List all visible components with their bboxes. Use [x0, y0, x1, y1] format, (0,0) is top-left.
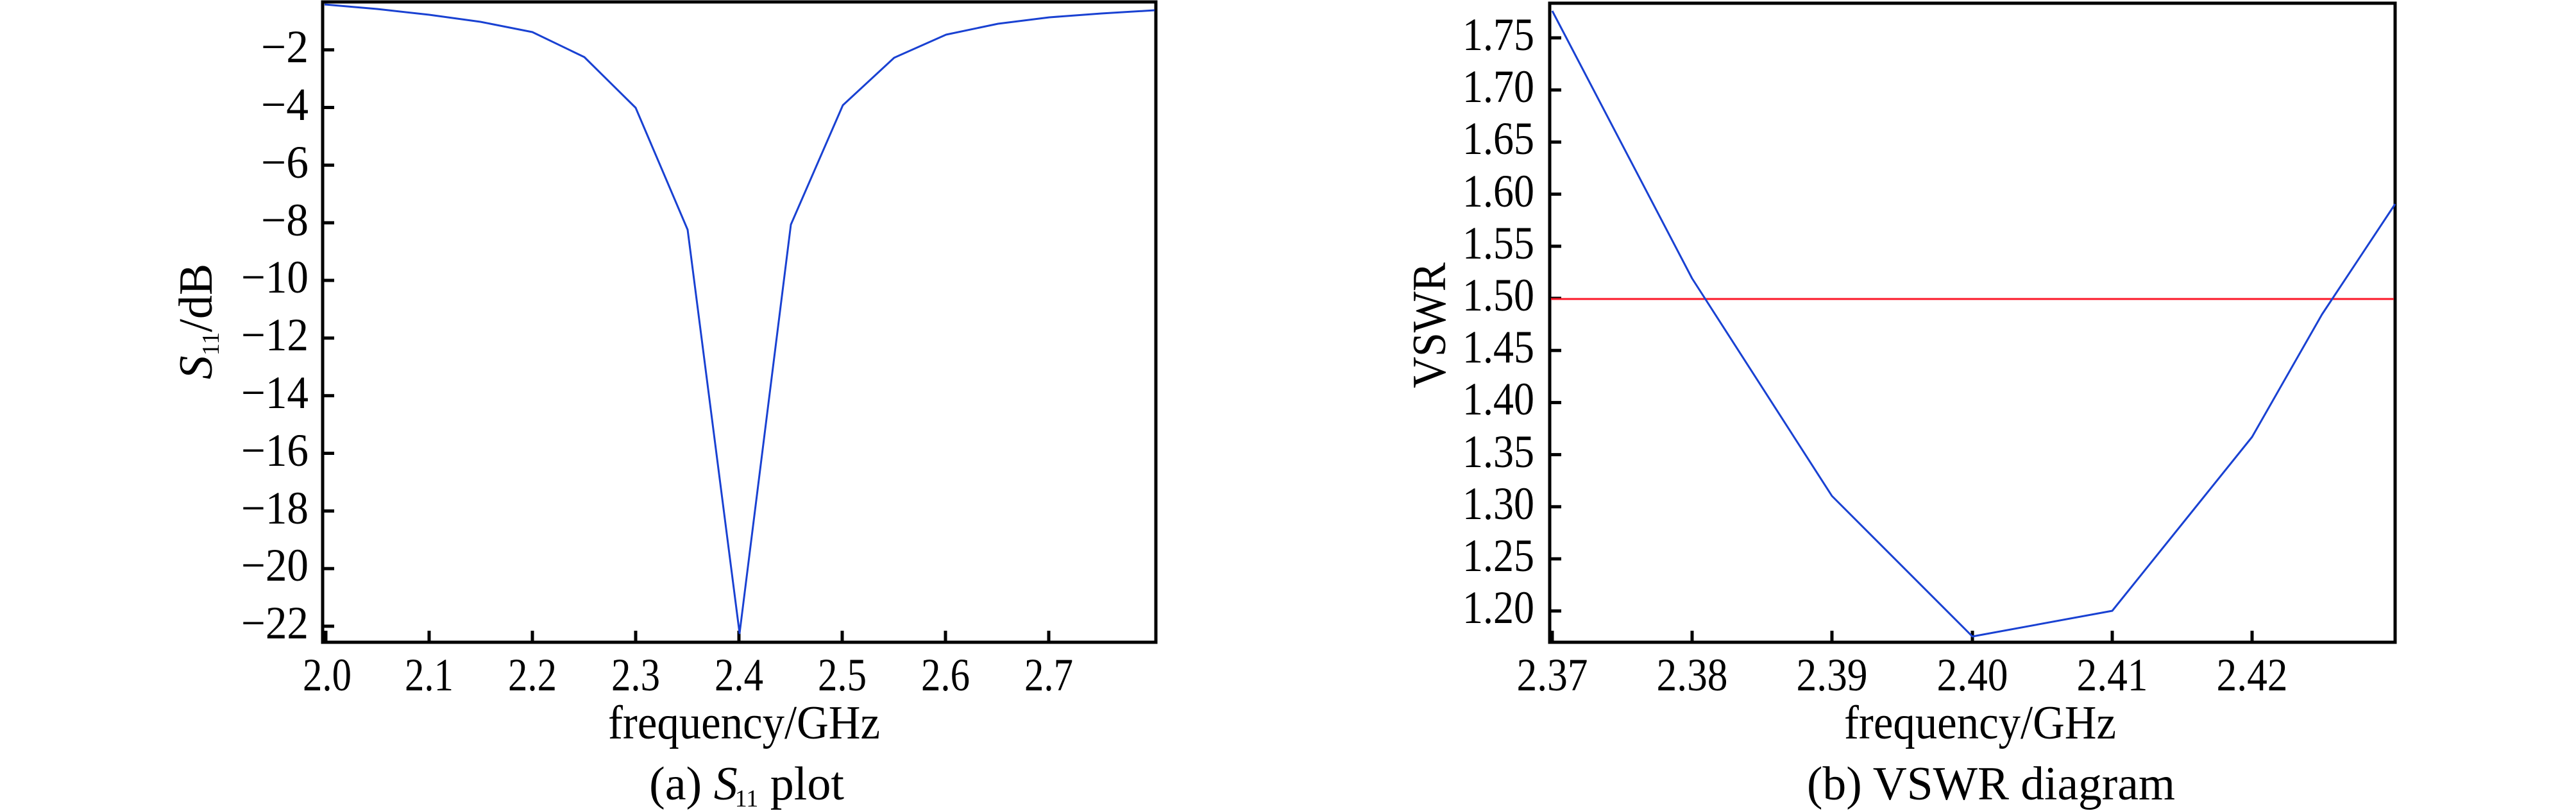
- svg-text:2.6: 2.6: [921, 649, 970, 701]
- svg-text:2.37: 2.37: [1517, 649, 1588, 701]
- svg-text:1.70: 1.70: [1462, 61, 1534, 112]
- svg-text:2.42: 2.42: [2217, 649, 2288, 701]
- svg-text:2.41: 2.41: [2077, 649, 2148, 701]
- svg-text:2.2: 2.2: [508, 649, 557, 701]
- svg-text:S11/dB: S11/dB: [170, 264, 225, 380]
- svg-text:−18: −18: [241, 482, 309, 534]
- svg-text:2.39: 2.39: [1797, 649, 1868, 701]
- svg-text:2.0: 2.0: [303, 649, 352, 701]
- svg-text:1.35: 1.35: [1462, 426, 1534, 477]
- svg-text:2.7: 2.7: [1024, 649, 1073, 701]
- svg-text:−22: −22: [241, 597, 309, 649]
- svg-text:1.20: 1.20: [1462, 582, 1534, 633]
- svg-text:VSWR: VSWR: [1403, 262, 1456, 388]
- svg-text:2.1: 2.1: [405, 649, 453, 701]
- svg-text:1.50: 1.50: [1462, 269, 1534, 321]
- svg-text:−2: −2: [261, 21, 309, 73]
- svg-text:1.30: 1.30: [1462, 478, 1534, 529]
- svg-text:(b) VSWR diagram: (b) VSWR diagram: [1807, 758, 2175, 810]
- svg-text:1.60: 1.60: [1462, 166, 1534, 217]
- svg-text:2.5: 2.5: [818, 649, 867, 701]
- svg-text:−12: −12: [241, 309, 309, 361]
- svg-text:frequency/GHz: frequency/GHz: [608, 697, 880, 749]
- svg-text:−20: −20: [241, 540, 309, 591]
- svg-text:−8: −8: [261, 194, 309, 246]
- svg-text:−4: −4: [261, 79, 309, 130]
- svg-text:−16: −16: [241, 425, 309, 476]
- svg-text:1.55: 1.55: [1462, 218, 1534, 269]
- svg-text:1.25: 1.25: [1462, 530, 1534, 581]
- svg-text:frequency/GHz: frequency/GHz: [1844, 697, 2116, 749]
- svg-text:2.4: 2.4: [715, 649, 763, 701]
- svg-text:1.75: 1.75: [1462, 9, 1534, 60]
- svg-text:−10: −10: [241, 252, 309, 303]
- svg-text:1.40: 1.40: [1462, 373, 1534, 425]
- svg-text:−14: −14: [241, 367, 309, 418]
- svg-text:1.45: 1.45: [1462, 321, 1534, 373]
- svg-text:1.65: 1.65: [1462, 113, 1534, 164]
- svg-text:2.40: 2.40: [1937, 649, 2008, 701]
- svg-text:2.38: 2.38: [1657, 649, 1728, 701]
- svg-text:2.3: 2.3: [611, 649, 660, 701]
- svg-text:−6: −6: [261, 137, 309, 188]
